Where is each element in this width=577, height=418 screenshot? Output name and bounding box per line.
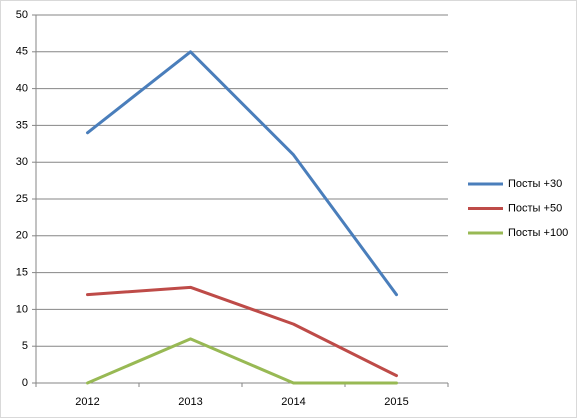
x-tick-label: 2013 [178, 396, 202, 408]
y-tick-label: 10 [16, 303, 28, 315]
y-tick-label: 5 [22, 340, 28, 352]
y-tick-label: 25 [16, 193, 28, 205]
y-tick-label: 45 [16, 46, 28, 58]
y-tick-label: 20 [16, 230, 28, 242]
y-tick-label: 30 [16, 156, 28, 168]
x-tick-label: 2014 [281, 396, 305, 408]
legend-label: Посты +30 [508, 178, 562, 190]
series-line [86, 337, 398, 385]
series-line [86, 50, 398, 297]
x-tick-label: 2015 [384, 396, 408, 408]
x-tick-label: 2012 [75, 396, 99, 408]
y-tick-label: 0 [22, 377, 28, 389]
y-tick-label: 35 [16, 119, 28, 131]
legend-label: Посты +100 [508, 227, 568, 239]
legend-label: Посты +50 [508, 202, 562, 214]
y-tick-label: 50 [16, 9, 28, 21]
y-tick-label: 40 [16, 83, 28, 95]
y-tick-label: 15 [16, 267, 28, 279]
series-line [86, 285, 398, 378]
